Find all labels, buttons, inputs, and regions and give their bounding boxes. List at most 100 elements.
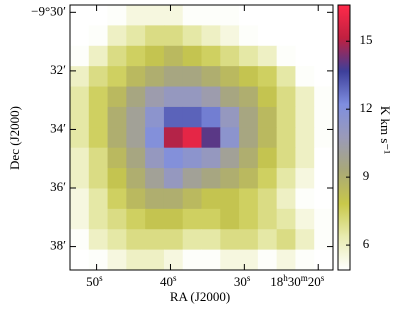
heatmap-cell [276,5,296,26]
heatmap-cell [257,86,278,108]
heatmap-cell [88,5,109,26]
heatmap-cell [220,106,240,128]
heatmap-cell [70,45,90,67]
heatmap-cell [201,106,221,128]
heatmap-cell [295,249,315,271]
heatmap-cell [70,5,90,26]
heatmap-cell [239,127,259,149]
heatmap-cell [182,25,202,47]
heatmap-cell [314,86,334,108]
heatmap-cell [107,168,127,189]
y-tick-label: 34′ [50,120,66,135]
heatmap-cell [145,86,165,108]
heatmap-cell [145,168,165,189]
heatmap-cell [126,45,146,67]
heatmap-cell [163,208,184,230]
heatmap-cell [70,86,90,108]
heatmap-cell [257,25,278,47]
heatmap-cell [295,147,315,169]
heatmap-cell [295,86,315,108]
x-tick-label: 30s [234,273,251,289]
heatmap-cell [88,188,109,210]
heatmap-cell [276,188,296,210]
heatmap-cell [314,147,334,169]
colorbar-label: K km s⁻¹ [378,106,393,154]
heatmap-cell [220,208,240,230]
heatmap-cell [276,25,296,47]
heatmap-cell [163,66,184,88]
heatmap-cell [201,25,221,47]
heatmap-cell [107,66,127,88]
x-tick-label: 40s [160,273,177,289]
y-tick-label: 38′ [50,238,66,253]
heatmap-cell [88,106,109,128]
heatmap-cell [201,208,221,230]
heatmap-cell [314,208,334,230]
heatmap-cell [276,147,296,169]
heatmap-cell [314,168,334,189]
heatmap-cell [201,45,221,67]
heatmap-cell [126,25,146,47]
heatmap-cell [295,229,315,251]
y-axis-label: Dec (J2000) [7,106,22,170]
heatmap-cell [220,86,240,108]
heatmap-cell [88,229,109,251]
heatmap-cell [88,25,109,47]
heatmap-cell [126,249,146,271]
heatmap-cell [182,86,202,108]
heatmap-cell [314,106,334,128]
heatmap-cell [257,229,278,251]
heatmap-cell [163,127,184,149]
heatmap-cell [257,188,278,210]
heatmap [70,5,334,271]
colorbar-tick-label: 6 [363,236,370,251]
heatmap-cell [257,168,278,189]
x-tick-label: 18h30m20s [270,273,325,289]
heatmap-cell [88,86,109,108]
heatmap-cell [276,249,296,271]
heatmap-cell [201,5,221,26]
y-tick-label: 32′ [50,62,66,77]
heatmap-cell [145,188,165,210]
heatmap-cell [257,106,278,128]
heatmap-cell [163,188,184,210]
heatmap-cell [107,86,127,108]
heatmap-cell [70,147,90,169]
heatmap-cell [295,106,315,128]
heatmap-cell [107,188,127,210]
heatmap-cell [314,229,334,251]
heatmap-cell [126,127,146,149]
heatmap-cell [163,5,184,26]
heatmap-cell [314,25,334,47]
heatmap-cell [239,229,259,251]
heatmap-cell [239,86,259,108]
heatmap-cell [201,147,221,169]
heatmap-cell [163,147,184,169]
heatmap-cell [220,249,240,271]
heatmap-cell [126,86,146,108]
heatmap-cell [145,208,165,230]
heatmap-cell [276,66,296,88]
heatmap-cell [70,168,90,189]
heatmap-cell [163,229,184,251]
heatmap-cell [257,147,278,169]
heatmap-cell [182,45,202,67]
heatmap-cell [239,66,259,88]
heatmap-cell [257,208,278,230]
heatmap-cell [145,66,165,88]
heatmap-cell [239,168,259,189]
heatmap-cell [88,147,109,169]
colorbar-tick-label: 9 [363,168,370,183]
heatmap-cell [257,66,278,88]
heatmap-cell [163,249,184,271]
heatmap-cell [276,229,296,251]
heatmap-cell [314,5,334,26]
heatmap-cell [126,168,146,189]
heatmap-cell [145,229,165,251]
colorbar-tick-label: 12 [360,100,373,115]
heatmap-cell [88,45,109,67]
heatmap-cell [276,127,296,149]
heatmap-cell [239,188,259,210]
heatmap-cell [295,127,315,149]
